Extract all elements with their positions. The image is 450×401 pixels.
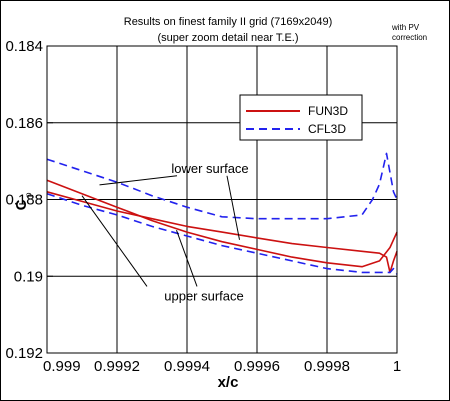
legend: FUN3D CFL3D bbox=[239, 94, 363, 141]
legend-label-cfl3d: CFL3D bbox=[308, 122, 346, 136]
annotation-lower-surface: lower surface bbox=[171, 161, 248, 176]
leader-line-lower-surface bbox=[226, 175, 240, 240]
annotation-upper-surface: upper surface bbox=[164, 288, 244, 303]
y-tick-label: 0.19 bbox=[14, 268, 43, 285]
y-axis-label-main: C bbox=[13, 199, 30, 210]
leader-line-upper-surface bbox=[176, 230, 198, 287]
x-tick-label: 0.9994 bbox=[164, 358, 210, 375]
y-tick-label: 0.192 bbox=[5, 345, 43, 362]
y-axis-label-subscript: p bbox=[24, 192, 33, 197]
series-line-fun3d-upper-surface bbox=[46, 191, 398, 274]
note-line-1: with PV bbox=[391, 23, 420, 32]
annotations: lower surface upper surface bbox=[81, 161, 249, 303]
legend-label-fun3d: FUN3D bbox=[308, 104, 348, 118]
leader-line-lower-surface bbox=[99, 175, 178, 186]
x-axis-label: x/c bbox=[218, 374, 239, 391]
x-tick-label: 0.9992 bbox=[94, 358, 140, 375]
y-tick-label: 0.184 bbox=[5, 38, 43, 55]
series-layer bbox=[46, 152, 398, 275]
ticks bbox=[46, 45, 398, 354]
y-axis-label: C p bbox=[13, 192, 33, 210]
y-tick-label: 0.186 bbox=[5, 115, 43, 132]
chart-title: Results on finest family II grid (7169x2… bbox=[124, 16, 333, 28]
legend-box bbox=[239, 94, 363, 141]
series-line-cfl3d-upper-surface bbox=[46, 192, 398, 275]
leader-line-upper-surface bbox=[81, 195, 148, 287]
x-tick-label: 0.999 bbox=[43, 358, 81, 375]
series-line-cfl3d-lower-surface bbox=[46, 152, 398, 220]
x-tick-label: 1 bbox=[393, 358, 401, 375]
note-line-2: correction bbox=[392, 33, 427, 42]
tick-labels: 0.999 0.9992 0.9994 0.9996 0.9998 1 0.184 0.186… bbox=[5, 38, 401, 375]
chart-subtitle: (super zoom detail near T.E.) bbox=[157, 32, 298, 44]
series-line-fun3d-lower-surface bbox=[46, 179, 398, 268]
x-tick-label: 0.9998 bbox=[304, 358, 350, 375]
x-tick-label: 0.9996 bbox=[234, 358, 280, 375]
y-tick-label: 0.188 bbox=[5, 192, 43, 209]
